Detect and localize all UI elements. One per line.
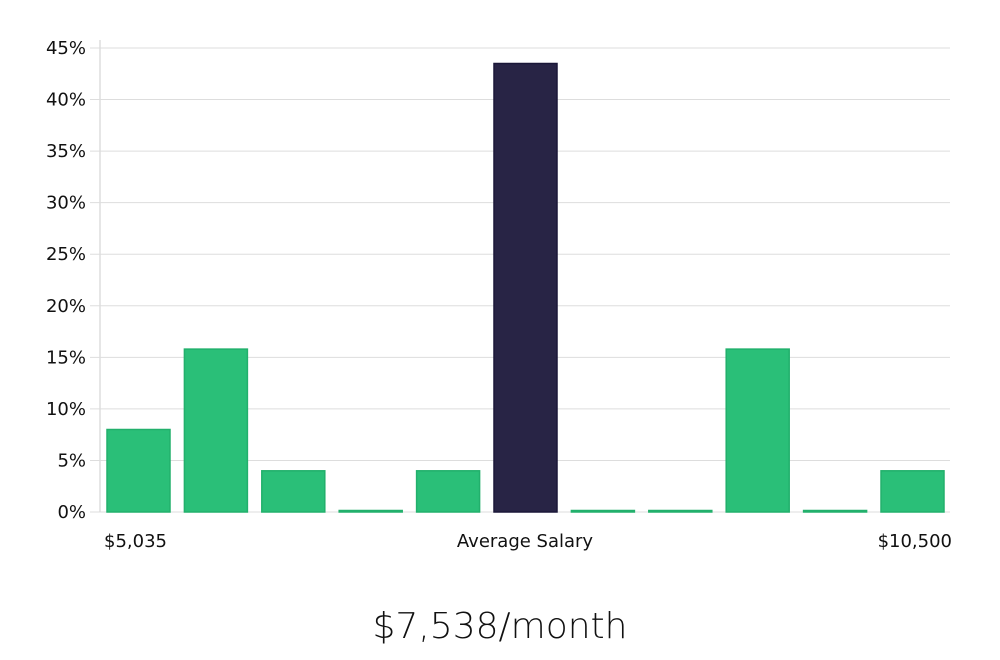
y-tick-label: 40% — [46, 90, 86, 111]
y-tick-label: 15% — [46, 347, 86, 368]
x-label-center: Average Salary — [457, 531, 594, 552]
x-label-min: $5,035 — [104, 531, 167, 552]
bar — [802, 509, 868, 513]
bar — [183, 348, 249, 513]
bar — [106, 428, 171, 513]
y-tick-label: 0% — [57, 502, 86, 523]
bars — [106, 62, 945, 513]
salary-histogram-chart: 0% 5% 10% 15% 20% 25% 30% 35% 40% 45% $5,035 Aver… — [46, 38, 952, 552]
y-tick-label: 25% — [46, 244, 86, 265]
y-tick-label: 35% — [46, 141, 86, 162]
bar — [880, 470, 945, 513]
bar — [415, 470, 481, 513]
average-salary-value: $7,538/month — [372, 606, 628, 647]
bar — [648, 509, 713, 513]
y-axis-ticks: 0% 5% 10% 15% 20% 25% 30% 35% 40% 45% — [46, 38, 86, 523]
bar — [338, 509, 403, 513]
y-tick-label: 20% — [46, 296, 86, 317]
bar — [261, 470, 326, 513]
bar-highlight — [493, 62, 558, 513]
bar — [725, 348, 790, 513]
y-tick-label: 5% — [57, 450, 86, 471]
bar — [570, 509, 636, 513]
y-tick-label: 45% — [46, 38, 86, 59]
x-label-max: $10,500 — [878, 531, 952, 552]
y-tick-label: 30% — [46, 193, 86, 214]
y-tick-label: 10% — [46, 399, 86, 420]
x-axis-labels: $5,035 Average Salary $10,500 — [104, 531, 952, 552]
